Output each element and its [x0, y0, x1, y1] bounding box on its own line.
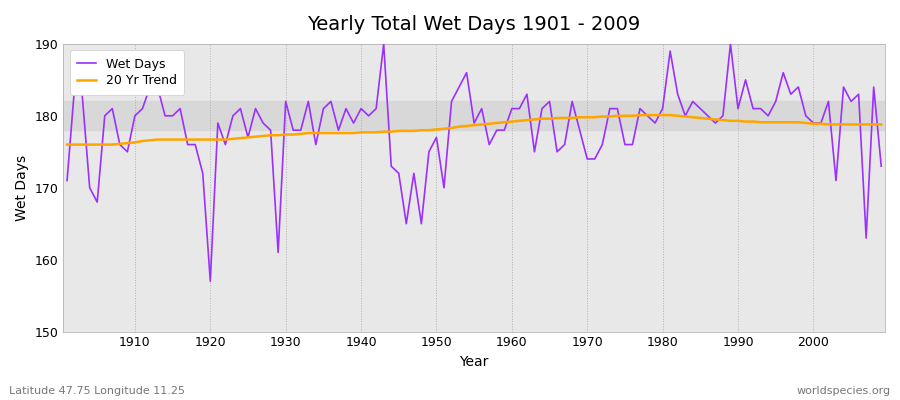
Wet Days: [122, 149, 133, 154]
Y-axis label: Wet Days: Wet Days: [15, 155, 29, 221]
20 Yr Trend: [499, 120, 509, 125]
20 Yr Trend: [122, 141, 133, 146]
20 Yr Trend: [62, 142, 73, 147]
Line: 20 Yr Trend: 20 Yr Trend: [68, 115, 881, 144]
Text: worldspecies.org: worldspecies.org: [796, 386, 891, 396]
20 Yr Trend: [876, 122, 886, 127]
20 Yr Trend: [597, 114, 608, 119]
Wet Days: [340, 106, 351, 111]
Wet Days: [378, 42, 389, 46]
Wet Days: [876, 164, 886, 168]
Wet Days: [205, 279, 216, 284]
Legend: Wet Days, 20 Yr Trend: Wet Days, 20 Yr Trend: [69, 50, 184, 95]
Wet Days: [514, 106, 525, 111]
20 Yr Trend: [507, 119, 517, 124]
Text: Latitude 47.75 Longitude 11.25: Latitude 47.75 Longitude 11.25: [9, 386, 185, 396]
Wet Days: [521, 92, 532, 97]
Title: Yearly Total Wet Days 1901 - 2009: Yearly Total Wet Days 1901 - 2009: [308, 15, 641, 34]
Wet Days: [62, 178, 73, 183]
Line: Wet Days: Wet Days: [68, 44, 881, 281]
Wet Days: [612, 106, 623, 111]
X-axis label: Year: Year: [460, 355, 489, 369]
Bar: [63, 102, 885, 130]
Wet Days: [295, 128, 306, 132]
20 Yr Trend: [333, 131, 344, 136]
20 Yr Trend: [288, 132, 299, 137]
20 Yr Trend: [634, 113, 645, 118]
